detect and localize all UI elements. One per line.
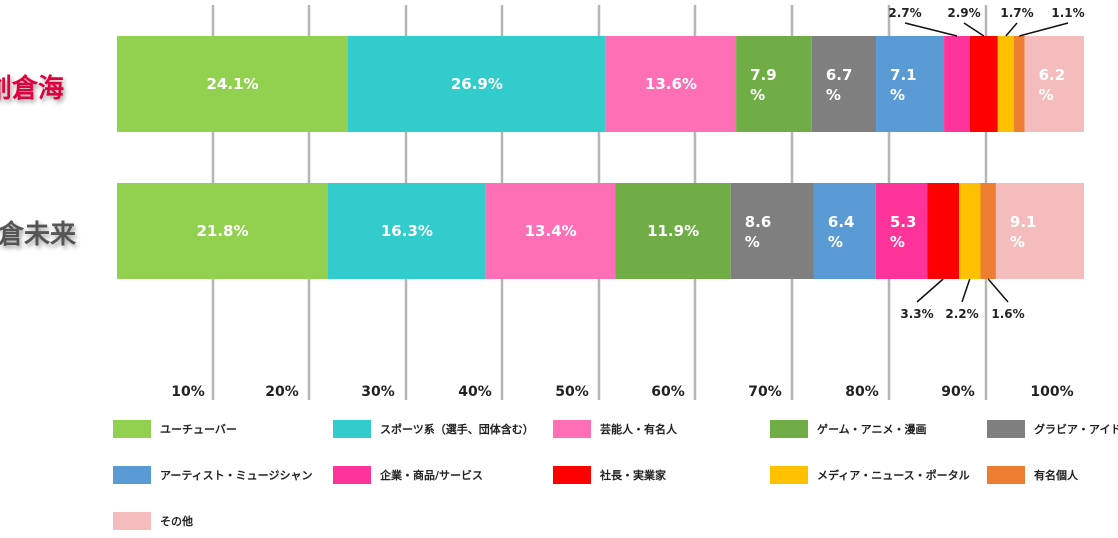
x-tick-labels: 10% 20% 30% 40% 50% 60% 70% 80% 90% 100% [171, 384, 1073, 400]
bar-segment-row2-series6 [813, 183, 876, 279]
data-label-row2-series6: 6.4% [828, 213, 855, 251]
callout-label-row1-series9: 1.7% [1000, 6, 1033, 20]
bar-segment-row1-series10 [1014, 36, 1025, 132]
data-label-row1-series1: 24.1% [206, 75, 258, 93]
data-label-row2-series7: 5.3% [890, 213, 917, 251]
category-label-2: 倉未来 [0, 219, 77, 250]
bar-segment-row2-series2 [328, 183, 486, 279]
x-tick-label: 60% [651, 384, 685, 400]
callout-label-row2-series9: 2.2% [945, 307, 978, 321]
data-label-row1-series3: 13.6% [645, 75, 697, 93]
callout-label-row1-series8: 2.9% [947, 6, 980, 20]
callout-label-row2-series10: 1.6% [991, 307, 1024, 321]
bar-segment-row2-series8 [927, 183, 960, 279]
bar-segment-row2-series11 [995, 183, 1084, 279]
x-tick-label: 10% [171, 384, 205, 400]
category-labels: 創倉海倉未来 [0, 73, 77, 250]
bar-segment-row1-series9 [997, 36, 1015, 132]
data-label-row2-series3: 13.4% [525, 222, 577, 240]
callout-label-row1-series10: 1.1% [1051, 6, 1084, 20]
callout-line-row2-2 [961, 278, 971, 303]
x-tick-label: 70% [748, 384, 782, 400]
data-labels: 24.1% 26.9% 13.6% 7.9 % 6.7 % 7.1 % 6.2 % 21.8% 16.3… [196, 66, 1065, 251]
bar-segment-row1-series4 [736, 36, 812, 132]
callout-line-row2-1 [916, 278, 944, 303]
x-tick-label: 100% [1030, 384, 1073, 400]
bar-segment-row1-series3 [605, 36, 737, 132]
bar-segment-row1-series6 [876, 36, 945, 132]
x-tick-label: 80% [845, 384, 879, 400]
bar-segment-row2-series5 [730, 183, 814, 279]
data-label-row2-series2: 16.3% [381, 222, 433, 240]
bar-segment-row2-series10 [980, 183, 996, 279]
data-label-row1-series5: 6.7% [826, 66, 853, 104]
bar-segment-row1-series11 [1024, 36, 1084, 132]
bar-segment-row2-series9 [959, 183, 981, 279]
data-label-row1-series4: 7.9% [750, 66, 777, 104]
bars [117, 36, 1084, 279]
data-label-row2-series5: 8.6% [745, 213, 772, 251]
callout-line-row1-1 [904, 22, 958, 37]
data-label-row2-series11: 9.1% [1010, 213, 1037, 251]
bar-segment-row2-series7 [875, 183, 928, 279]
category-label-1: 創倉海 [0, 73, 64, 104]
bar-segment-row2-series3 [485, 183, 616, 279]
bar-segment-row1-series1 [117, 36, 348, 132]
callout-label-row1-series7: 2.7% [888, 6, 921, 20]
bar-segment-row1-series7 [944, 36, 970, 132]
x-tick-label: 90% [941, 384, 975, 400]
data-label-row1-series6: 7.1% [890, 66, 917, 104]
data-label-row1-series2: 26.9% [451, 75, 503, 93]
x-tick-label: 40% [458, 384, 492, 400]
callout-label-row2-series8: 3.3% [900, 307, 933, 321]
x-tick-label: 50% [555, 384, 589, 400]
callout-line-row1-3 [1005, 22, 1018, 37]
callout-line-row1-4 [1019, 22, 1069, 37]
x-tick-label: 20% [265, 384, 299, 400]
bar-segment-row1-series5 [811, 36, 877, 132]
callout-line-row2-3 [987, 278, 1009, 303]
bar-segment-row2-series1 [117, 183, 329, 279]
bar-segment-row1-series2 [347, 36, 606, 132]
bar-segment-row1-series8 [969, 36, 998, 132]
callouts: 2.7% 2.9% 1.7% 1.1% 3.3% 2.2% 1.6% [888, 6, 1084, 321]
data-label-row2-series4: 11.9% [647, 222, 699, 240]
bar-segment-row2-series4 [615, 183, 731, 279]
data-label-row1-series11: 6.2% [1039, 66, 1066, 104]
x-tick-label: 30% [361, 384, 395, 400]
data-label-row2-series1: 21.8% [196, 222, 248, 240]
callout-line-row1-2 [963, 22, 985, 37]
